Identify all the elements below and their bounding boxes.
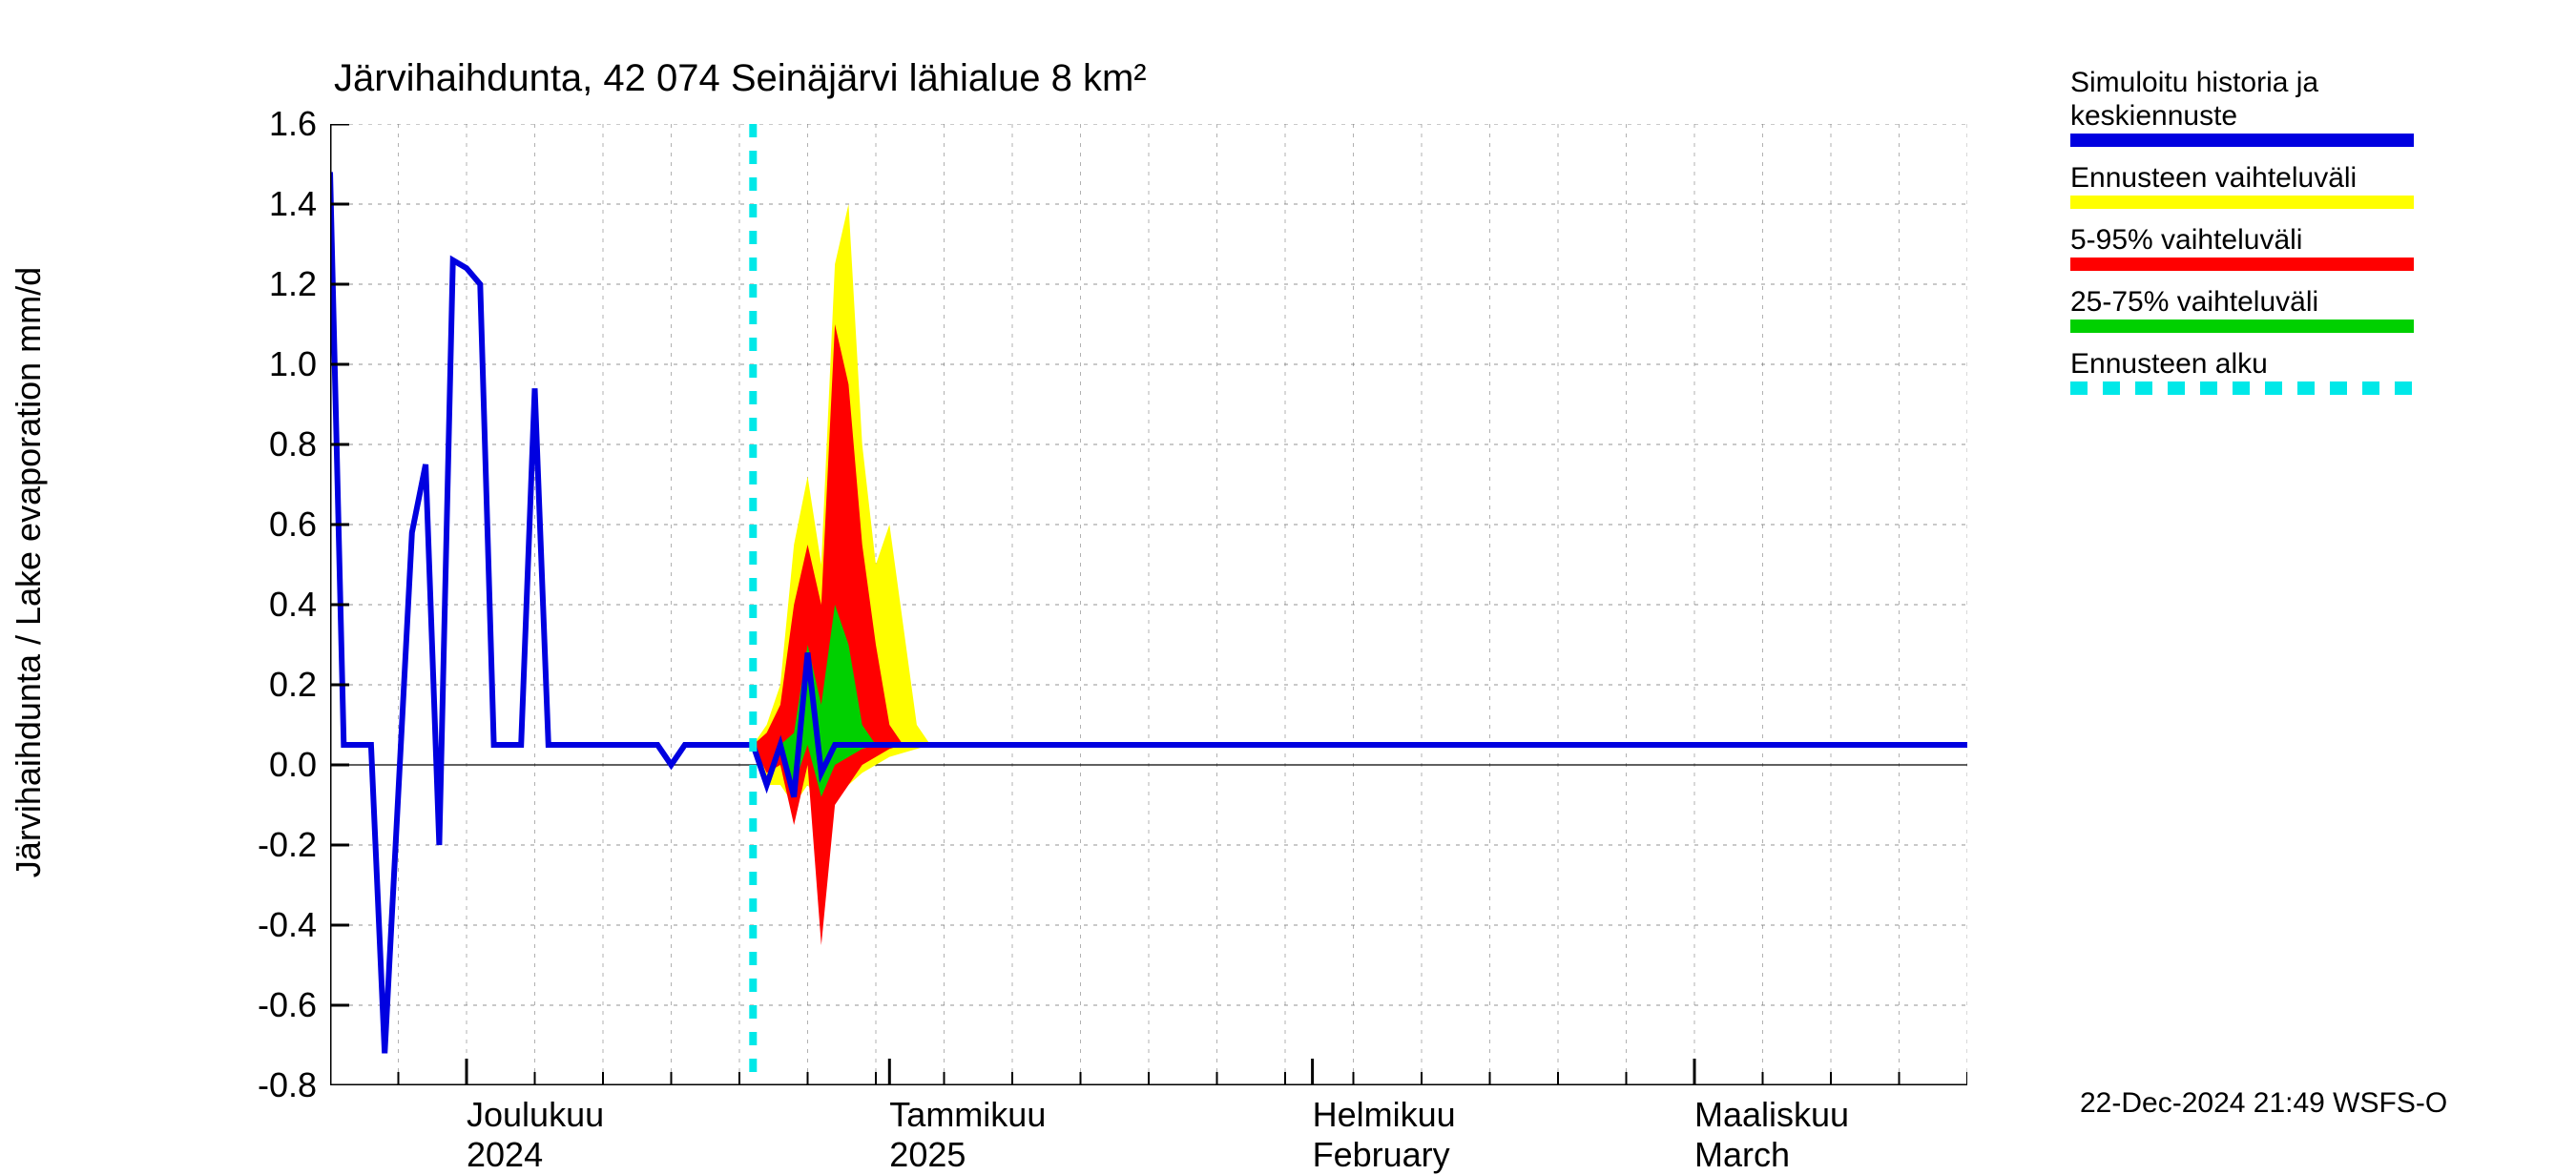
x-tick-bottom: 2025 <box>889 1135 966 1175</box>
x-tick-top: Tammikuu <box>889 1095 1046 1135</box>
x-tick-top: Joulukuu <box>467 1095 604 1135</box>
legend-label: 25-75% vaihteluväli <box>2070 286 2547 318</box>
x-tick-top: Helmikuu <box>1313 1095 1456 1135</box>
legend-label: keskiennuste <box>2070 100 2547 132</box>
legend: Simuloitu historia jakeskiennuste Ennuste… <box>2070 67 2547 410</box>
chart-container: Järvihaihdunta, 42 074 Seinäjärvi lähial… <box>0 0 2576 1144</box>
legend-swatch <box>2070 196 2414 209</box>
legend-label: Simuloitu historia ja <box>2070 67 2547 98</box>
legend-swatch <box>2070 134 2414 147</box>
x-tick-bottom: February <box>1313 1135 1450 1175</box>
legend-swatch <box>2070 258 2414 271</box>
x-tick-top: Maaliskuu <box>1694 1095 1849 1135</box>
legend-swatch <box>2070 381 2414 395</box>
plot-area <box>330 124 1967 1085</box>
footer-timestamp: 22-Dec-2024 21:49 WSFS-O <box>2080 1087 2447 1120</box>
legend-swatch <box>2070 320 2414 333</box>
legend-label: Ennusteen vaihteluväli <box>2070 162 2547 194</box>
x-tick-bottom: 2024 <box>467 1135 543 1175</box>
legend-label: Ennusteen alku <box>2070 348 2547 380</box>
x-tick-bottom: March <box>1694 1135 1790 1175</box>
legend-label: 5-95% vaihteluväli <box>2070 224 2547 256</box>
